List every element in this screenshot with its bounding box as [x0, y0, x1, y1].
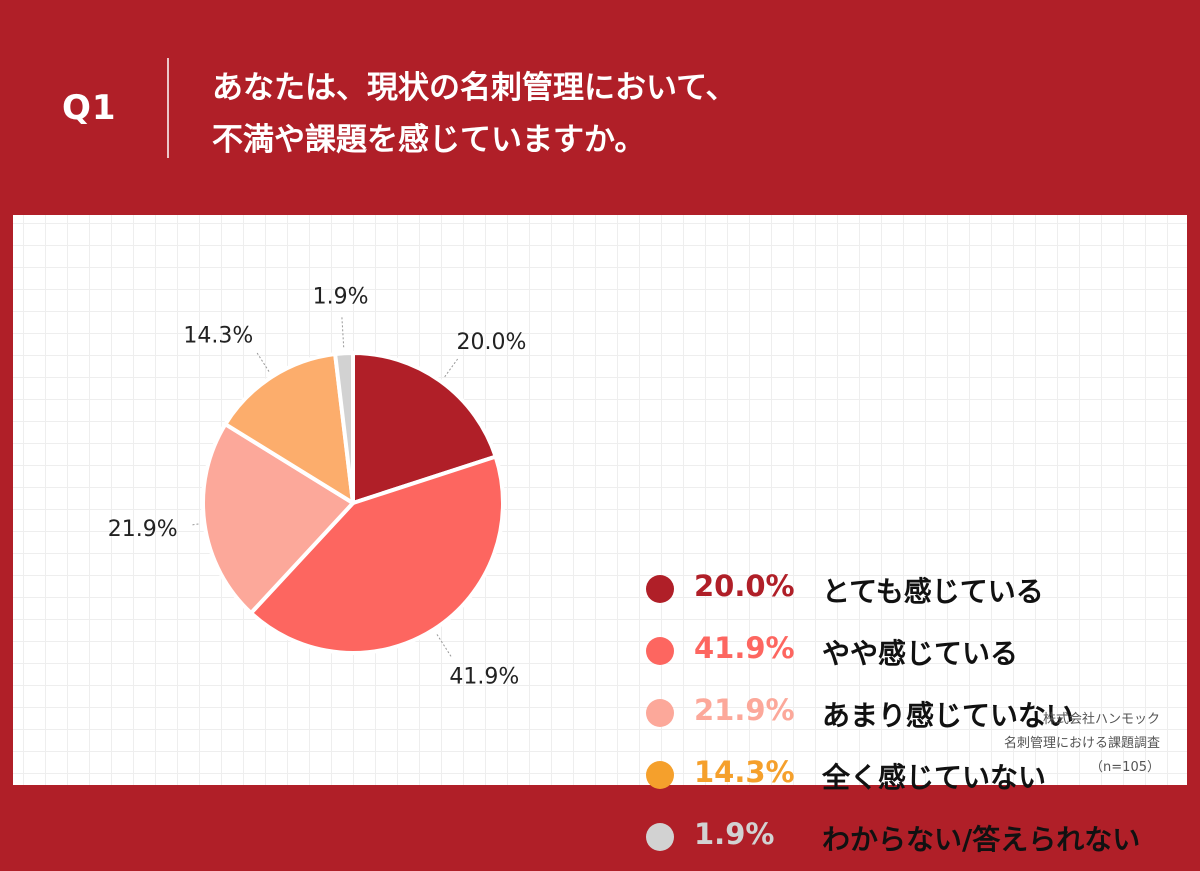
legend-item-5: 1.9% わからない/答えられない — [646, 809, 1186, 871]
pie-slice-1 — [351, 351, 498, 505]
slice-value-label-3: 21.9% — [108, 517, 178, 542]
legend-swatch — [646, 637, 674, 665]
question-line-1: あなたは、現状の名刺管理において、 — [212, 70, 737, 106]
legend-swatch — [646, 761, 674, 789]
legend-label: わからない/答えられない — [822, 823, 1141, 856]
legend-swatch — [646, 823, 674, 851]
leader-line-4 — [256, 352, 270, 372]
legend-label: あまり感じていない — [822, 699, 1075, 732]
legend-swatch — [646, 699, 674, 727]
slice-value-label-5: 1.9% — [313, 284, 369, 309]
pie-slice-2 — [249, 454, 505, 655]
leader-line-1 — [444, 358, 459, 378]
source-sample-size: （n=105） — [1090, 760, 1160, 775]
legend-label: とても感じている — [822, 575, 1044, 608]
legend-item-2: 41.9% やや感じている — [646, 623, 1186, 685]
pie-slice-5 — [333, 351, 355, 505]
leader-line-3 — [191, 523, 199, 526]
slice-value-label-4: 14.3% — [183, 323, 253, 348]
legend-item-3: 21.9% あまり感じていない — [646, 685, 1186, 747]
question-text: あなたは、現状の名刺管理において、 不満や課題を感じていますか。 — [212, 62, 737, 166]
question-line-2: 不満や課題を感じていますか。 — [212, 122, 646, 158]
legend-percent: 41.9% — [694, 631, 795, 665]
slice-value-label-1: 20.0% — [457, 330, 527, 355]
pie-chart: 20.0% 41.9% 21.9% 14.3% 1.9% — [108, 284, 527, 690]
question-number: Q1 — [62, 88, 117, 128]
legend-item-1: 20.0% とても感じている — [646, 561, 1186, 623]
legend-swatch — [646, 575, 674, 603]
slice-value-label-2: 41.9% — [449, 665, 519, 690]
legend-label: やや感じている — [822, 637, 1019, 670]
source-survey: 名刺管理における課題調査 — [1003, 736, 1160, 751]
legend-percent: 14.3% — [694, 755, 795, 789]
legend-percent: 20.0% — [694, 569, 795, 603]
header-divider — [167, 58, 169, 158]
legend-percent: 21.9% — [694, 693, 795, 727]
chart-panel: 20.0% 41.9% 21.9% 14.3% 1.9% 20.0% とても感じている 41… — [13, 215, 1187, 856]
source-note: 株式会社ハンモック 名刺管理における課題調査 （n=105） — [1004, 708, 1160, 780]
pie-slice-3 — [201, 422, 355, 615]
legend-percent: 1.9% — [694, 817, 775, 851]
legend-label: 全く感じていない — [822, 761, 1047, 794]
leader-line-2 — [436, 634, 452, 658]
legend-item-4: 14.3% 全く感じていない — [646, 747, 1186, 809]
leader-line-5 — [341, 317, 345, 348]
pie-slice-4 — [223, 352, 355, 505]
source-company: 株式会社ハンモック — [1042, 712, 1160, 727]
header: Q1 あなたは、現状の名刺管理において、 不満や課題を感じていますか。 — [0, 0, 1200, 215]
